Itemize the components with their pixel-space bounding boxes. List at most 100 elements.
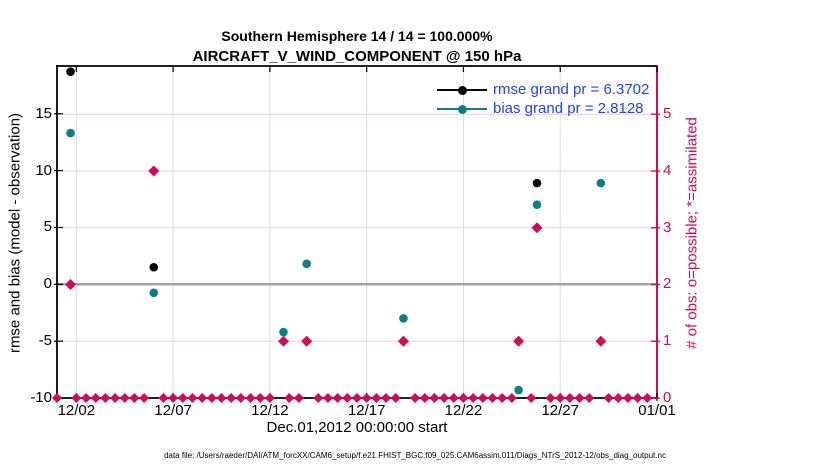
- obs-zero-marker: [439, 393, 450, 403]
- obs-zero-marker: [390, 393, 401, 403]
- bias-marker: [66, 128, 75, 138]
- title-line-2: AIRCRAFT_V_WIND_COMPONENT @ 150 hPa: [192, 47, 522, 65]
- obs-zero-marker: [81, 393, 92, 403]
- obs-zero-marker: [487, 393, 498, 403]
- obs-zero-marker: [129, 393, 140, 403]
- x-tick-label: 12/12: [251, 402, 289, 419]
- obs-zero-marker: [545, 393, 556, 403]
- bias-legend-swatch: [437, 99, 487, 118]
- legend-label-bias: bias grand pr = 2.8128: [493, 100, 644, 117]
- obs-zero-marker: [322, 393, 333, 403]
- x-tick-label: 12/27: [541, 402, 579, 419]
- obs-zero-marker: [526, 393, 537, 403]
- num_obs-marker: [513, 335, 525, 347]
- obs-zero-marker: [497, 393, 508, 403]
- left-y-tick-label: 5: [43, 218, 52, 236]
- obs-zero-marker: [506, 393, 517, 403]
- right-y-tick-label: 5: [663, 105, 672, 123]
- bias-marker: [532, 200, 542, 210]
- right-y-tick-label: 2: [663, 275, 672, 293]
- x-tick-label: 01/01: [638, 402, 676, 419]
- obs-zero-marker: [613, 393, 624, 403]
- left-y-tick-label: 15: [35, 104, 52, 122]
- legend-item-rmse: rmse grand pr = 6.3702: [437, 80, 649, 99]
- obs-zero-marker: [477, 393, 488, 403]
- obs-zero-marker: [574, 393, 585, 403]
- obs-zero-marker: [381, 393, 392, 403]
- obs-zero-marker: [216, 393, 227, 403]
- num_obs-marker: [148, 165, 160, 177]
- rmse-legend-swatch: [437, 80, 487, 99]
- rmse-marker: [66, 67, 75, 76]
- obs-zero-marker: [313, 393, 324, 403]
- left-y-tick-label: -5: [38, 332, 52, 350]
- obs-zero-marker: [197, 393, 208, 403]
- obs-zero-marker: [235, 393, 246, 403]
- obs-zero-marker: [642, 393, 653, 403]
- bias-marker: [149, 288, 159, 298]
- obs-zero-marker: [352, 393, 362, 403]
- obs-zero-marker: [632, 393, 643, 403]
- obs-zero-marker: [410, 393, 421, 403]
- obs-zero-marker: [458, 393, 469, 403]
- legend-label-rmse: rmse grand pr = 6.3702: [493, 81, 650, 98]
- obs-zero-marker: [264, 393, 275, 403]
- obs-zero-marker: [342, 393, 353, 403]
- bias-marker: [514, 385, 523, 395]
- right-y-tick-label: 3: [663, 218, 672, 236]
- left-axis-title: rmse and bias (model - observation): [6, 112, 24, 354]
- left-y-tick-label: 10: [35, 161, 52, 179]
- bias-marker: [596, 178, 606, 188]
- num_obs-marker: [65, 278, 77, 290]
- obs-zero-marker: [584, 393, 595, 403]
- obs-zero-marker: [293, 393, 304, 403]
- x-tick-label: 12/02: [57, 402, 96, 419]
- num_obs-marker: [531, 222, 543, 234]
- x-tick-label: 12/07: [154, 402, 192, 419]
- obs-zero-marker: [332, 393, 343, 403]
- bias-marker: [302, 259, 311, 269]
- obs-zero-marker: [206, 393, 217, 403]
- obs-zero-marker: [226, 393, 237, 403]
- obs-zero-marker: [255, 393, 266, 403]
- obs-zero-marker: [177, 393, 188, 403]
- rmse-marker: [532, 178, 542, 188]
- obs-zero-marker: [361, 393, 372, 403]
- obs-zero-marker: [371, 393, 382, 403]
- title-line-1: Southern Hemisphere 14 / 14 = 100.000%: [221, 28, 493, 44]
- obs-zero-marker: [284, 393, 295, 403]
- obs-zero-marker: [564, 393, 575, 403]
- right-y-tick-label: 4: [663, 161, 672, 179]
- data-file-path: data file: /Users/raeder/DAI/ATM_forcXX/…: [164, 451, 666, 460]
- bias-marker: [399, 314, 408, 323]
- left-y-tick-label: 0: [43, 275, 52, 293]
- obs-zero-marker: [168, 393, 179, 403]
- obs-zero-marker: [419, 393, 430, 403]
- left-y-tick-label: -10: [30, 389, 52, 406]
- legend-item-bias: bias grand pr = 2.8128: [437, 99, 649, 118]
- num_obs-marker: [277, 335, 289, 347]
- obs-zero-marker: [100, 393, 111, 403]
- obs-zero-marker: [245, 393, 256, 403]
- obs-zero-marker: [468, 393, 479, 403]
- obs-zero-marker: [622, 393, 633, 403]
- x-axis-title: Dec.01,2012 00:00:00 start: [266, 419, 448, 436]
- obs-zero-marker: [52, 393, 62, 403]
- obs-zero-marker: [110, 393, 121, 403]
- rmse-marker: [149, 262, 159, 272]
- num_obs-marker: [595, 335, 607, 347]
- marker-layer: [52, 67, 653, 403]
- obs-zero-marker: [119, 393, 130, 403]
- x-tick-label: 12/22: [444, 402, 483, 419]
- obs-zero-marker: [139, 393, 150, 403]
- legend: rmse grand pr = 6.3702 bias grand pr = 2…: [437, 80, 649, 118]
- num_obs-marker: [397, 335, 409, 347]
- obs-zero-marker: [603, 393, 614, 403]
- x-tick-label: 12/17: [347, 402, 386, 419]
- obs-zero-marker: [448, 393, 459, 403]
- obs-zero-marker: [187, 393, 198, 403]
- right-axis-title: # of obs: o=possible; *=assimilated: [683, 117, 701, 349]
- bias-legend-dot-icon: [458, 104, 467, 114]
